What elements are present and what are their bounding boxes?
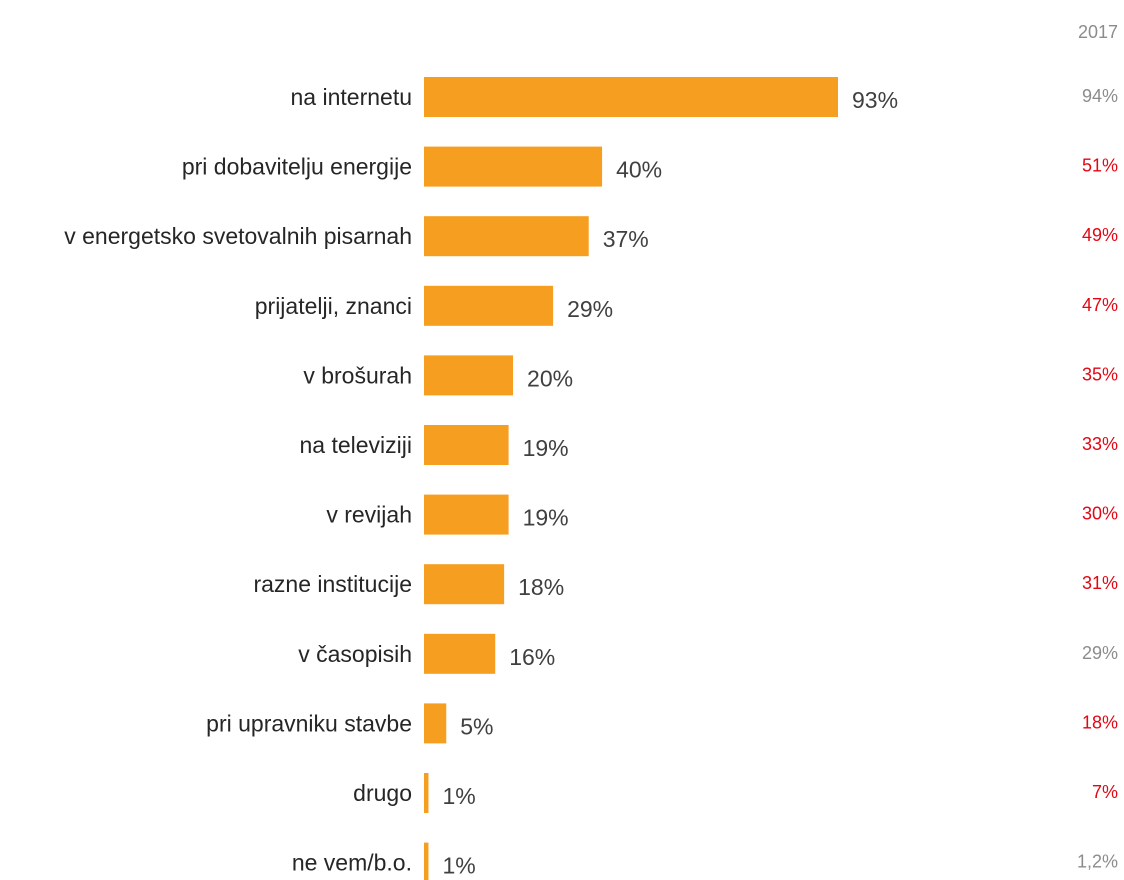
bar-value-label: 19% <box>523 435 569 461</box>
bar-value-label: 29% <box>567 296 613 322</box>
category-label: razne institucije <box>253 571 412 597</box>
comparison-value-label: 7% <box>1092 782 1118 802</box>
bar <box>424 564 505 605</box>
bar-value-label: 18% <box>518 574 564 600</box>
bar-value-label: 37% <box>603 226 649 252</box>
comparison-value-label: 29% <box>1082 643 1118 663</box>
bar <box>424 77 838 117</box>
comparison-value-label: 33% <box>1082 434 1118 454</box>
bar-value-label: 1% <box>442 853 475 879</box>
category-label: v energetsko svetovalnih pisarnah <box>64 223 412 249</box>
bar-value-label: 20% <box>527 365 573 391</box>
bar-value-label: 19% <box>523 505 569 531</box>
category-label: v brošurah <box>303 362 412 388</box>
category-label: prijatelji, znanci <box>255 293 412 319</box>
comparison-value-label: 51% <box>1082 156 1118 176</box>
bar-value-label: 1% <box>442 783 475 809</box>
bar <box>424 703 447 744</box>
comparison-value-label: 49% <box>1082 225 1118 245</box>
bar-row: drugo 1% 7% <box>353 773 1118 813</box>
bar-row: v revijah 19% 30% <box>326 494 1118 535</box>
bar <box>424 216 589 257</box>
comparison-value-label: 31% <box>1082 573 1118 593</box>
bar-row: v časopisih 16% 29% <box>298 633 1118 674</box>
bar <box>424 494 509 535</box>
bar-row: prijatelji, znanci 29% 47% <box>255 285 1118 326</box>
bar-value-label: 5% <box>460 713 493 739</box>
bar-value-label: 16% <box>509 644 555 670</box>
bar-row: v brošurah 20% 35% <box>303 355 1118 396</box>
bar-row: razne institucije 18% 31% <box>253 564 1118 605</box>
bar-row: pri dobavitelju energije 40% 51% <box>182 146 1118 187</box>
category-label: na internetu <box>291 84 412 110</box>
comparison-value-label: 30% <box>1082 504 1118 524</box>
category-label: pri dobavitelju energije <box>182 154 412 180</box>
category-label: v revijah <box>326 502 412 528</box>
bar <box>424 633 496 674</box>
category-label: v časopisih <box>298 641 412 667</box>
bar-row: na internetu 93% 94% <box>291 77 1118 117</box>
bars-group: na internetu 93% 94% pri dobavitelju energi… <box>64 77 1118 880</box>
category-label: pri upravniku stavbe <box>206 710 412 736</box>
bar-row: na televiziji 19% 33% <box>300 425 1118 465</box>
comparison-year-header: 2017 <box>1078 22 1118 42</box>
comparison-value-label: 47% <box>1082 295 1118 315</box>
category-label: drugo <box>353 780 412 806</box>
bar-value-label: 40% <box>616 157 662 183</box>
comparison-value-label: 94% <box>1082 86 1118 106</box>
bar <box>424 146 603 187</box>
bar-value-label: 93% <box>852 87 898 113</box>
category-label: ne vem/b.o. <box>292 850 412 876</box>
bar <box>424 425 509 465</box>
bar <box>424 285 554 326</box>
bar-row: pri upravniku stavbe 5% 18% <box>206 703 1118 744</box>
comparison-value-label: 35% <box>1082 364 1118 384</box>
comparison-value-label: 18% <box>1082 712 1118 732</box>
bar-row: ne vem/b.o. 1% 1,2% <box>292 842 1118 880</box>
bar <box>424 355 514 396</box>
bar-row: v energetsko svetovalnih pisarnah 37% 49% <box>64 216 1118 257</box>
bar <box>424 773 429 813</box>
category-label: na televiziji <box>300 432 413 458</box>
bar <box>424 842 429 880</box>
comparison-value-label: 1,2% <box>1077 852 1118 872</box>
